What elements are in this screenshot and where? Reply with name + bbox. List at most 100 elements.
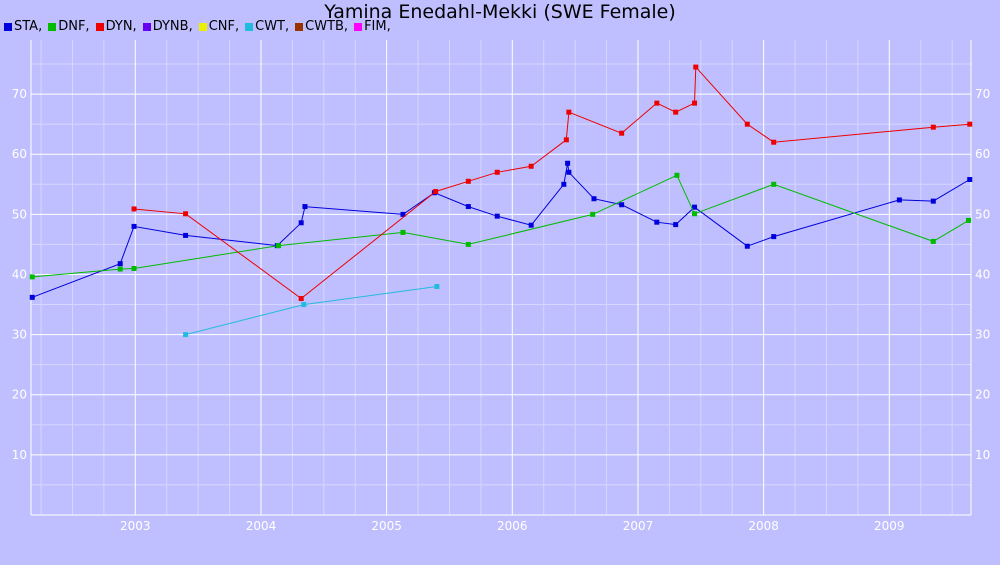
x-tick-label: 2006 xyxy=(497,519,528,533)
legend: STA, DNF, DYN, DYNB, CNF, CWT, CWTB, FIM, xyxy=(4,19,397,34)
legend-swatch xyxy=(95,22,104,31)
legend-label: FIM, xyxy=(364,19,391,34)
data-point xyxy=(117,261,123,267)
data-point xyxy=(590,211,596,217)
legend-label: DYN, xyxy=(105,19,137,34)
data-point xyxy=(965,217,971,223)
data-point xyxy=(692,211,698,217)
series-line xyxy=(133,65,970,300)
data-point xyxy=(673,109,679,115)
data-point xyxy=(433,189,439,195)
series-dnf xyxy=(29,172,971,280)
data-point xyxy=(183,232,189,238)
y-tick-label-left: 70 xyxy=(12,87,27,101)
data-point xyxy=(654,100,660,106)
x-tick-label: 2008 xyxy=(748,519,779,533)
y-tick-label-right: 40 xyxy=(975,267,990,281)
y-tick-label-left: 40 xyxy=(12,267,27,281)
legend-item: DYN, xyxy=(95,19,137,34)
y-tick-label-right: 70 xyxy=(975,87,990,101)
data-point xyxy=(117,266,123,272)
axes: 10 10 20 20 30 30 40 40 50 50 60 60 70 70 2003 2004 2005… xyxy=(12,40,990,533)
data-point xyxy=(692,204,698,210)
y-tick-label-right: 10 xyxy=(975,448,990,462)
y-tick-label-right: 50 xyxy=(975,207,990,221)
legend-item: STA, xyxy=(4,19,42,34)
legend-swatch xyxy=(354,22,363,31)
data-point xyxy=(528,222,534,228)
data-point xyxy=(591,196,597,202)
legend-label: CWTB, xyxy=(305,19,349,34)
grid xyxy=(31,40,971,515)
data-point xyxy=(566,169,572,175)
legend-item: DNF, xyxy=(48,19,90,34)
x-tick-label: 2009 xyxy=(874,519,905,533)
series-line xyxy=(32,174,969,278)
legend-swatch xyxy=(198,22,207,31)
data-point xyxy=(400,211,406,217)
data-point xyxy=(565,160,571,166)
legend-item: CNF, xyxy=(198,19,239,34)
data-point xyxy=(276,243,282,249)
series-layer xyxy=(29,64,973,338)
data-point xyxy=(771,181,777,187)
series-dyn xyxy=(131,64,973,302)
data-point xyxy=(298,220,304,226)
data-point xyxy=(771,139,777,145)
legend-item: CWT, xyxy=(245,19,289,34)
data-point xyxy=(29,274,35,280)
data-point xyxy=(131,206,137,212)
data-point xyxy=(692,100,698,106)
data-point xyxy=(302,204,308,210)
legend-label: DYNB, xyxy=(152,19,193,34)
data-point xyxy=(563,137,569,143)
legend-swatch xyxy=(295,22,304,31)
x-tick-label: 2005 xyxy=(371,519,402,533)
series-sta xyxy=(29,160,973,300)
y-tick-label-right: 60 xyxy=(975,147,990,161)
series-line xyxy=(185,286,437,336)
data-point xyxy=(465,204,471,210)
x-tick-label: 2003 xyxy=(120,519,151,533)
data-point xyxy=(967,176,973,182)
data-point xyxy=(930,238,936,244)
y-tick-label-right: 20 xyxy=(975,388,990,402)
data-point xyxy=(494,213,500,219)
data-point xyxy=(183,332,189,338)
data-point xyxy=(674,172,680,178)
y-tick-label-left: 30 xyxy=(12,328,27,342)
data-point xyxy=(131,265,137,271)
legend-label: DNF, xyxy=(58,19,90,34)
y-tick-label-left: 60 xyxy=(12,147,27,161)
legend-swatch xyxy=(48,22,57,31)
data-point xyxy=(930,198,936,204)
data-point xyxy=(494,169,500,175)
legend-item: DYNB, xyxy=(142,19,193,34)
series-line xyxy=(32,163,970,298)
y-tick-label-left: 20 xyxy=(12,388,27,402)
data-point xyxy=(465,178,471,184)
legend-item: FIM, xyxy=(354,19,391,34)
data-point xyxy=(434,284,440,290)
data-point xyxy=(654,219,660,225)
data-point xyxy=(561,181,567,187)
data-point xyxy=(930,124,936,130)
data-point xyxy=(301,302,307,308)
data-point xyxy=(744,121,750,127)
legend-swatch xyxy=(4,22,12,31)
data-point xyxy=(619,130,625,136)
data-point xyxy=(528,163,534,169)
y-tick-label-right: 30 xyxy=(975,328,990,342)
data-point xyxy=(29,294,35,300)
data-point xyxy=(298,296,304,302)
data-point xyxy=(619,202,625,208)
data-point xyxy=(967,121,973,127)
data-point xyxy=(744,243,750,249)
data-point xyxy=(183,211,189,217)
legend-item: CWTB, xyxy=(295,19,348,34)
data-point xyxy=(673,222,679,228)
legend-label: STA, xyxy=(14,19,43,34)
data-point xyxy=(131,223,137,229)
y-tick-label-left: 50 xyxy=(12,207,27,221)
